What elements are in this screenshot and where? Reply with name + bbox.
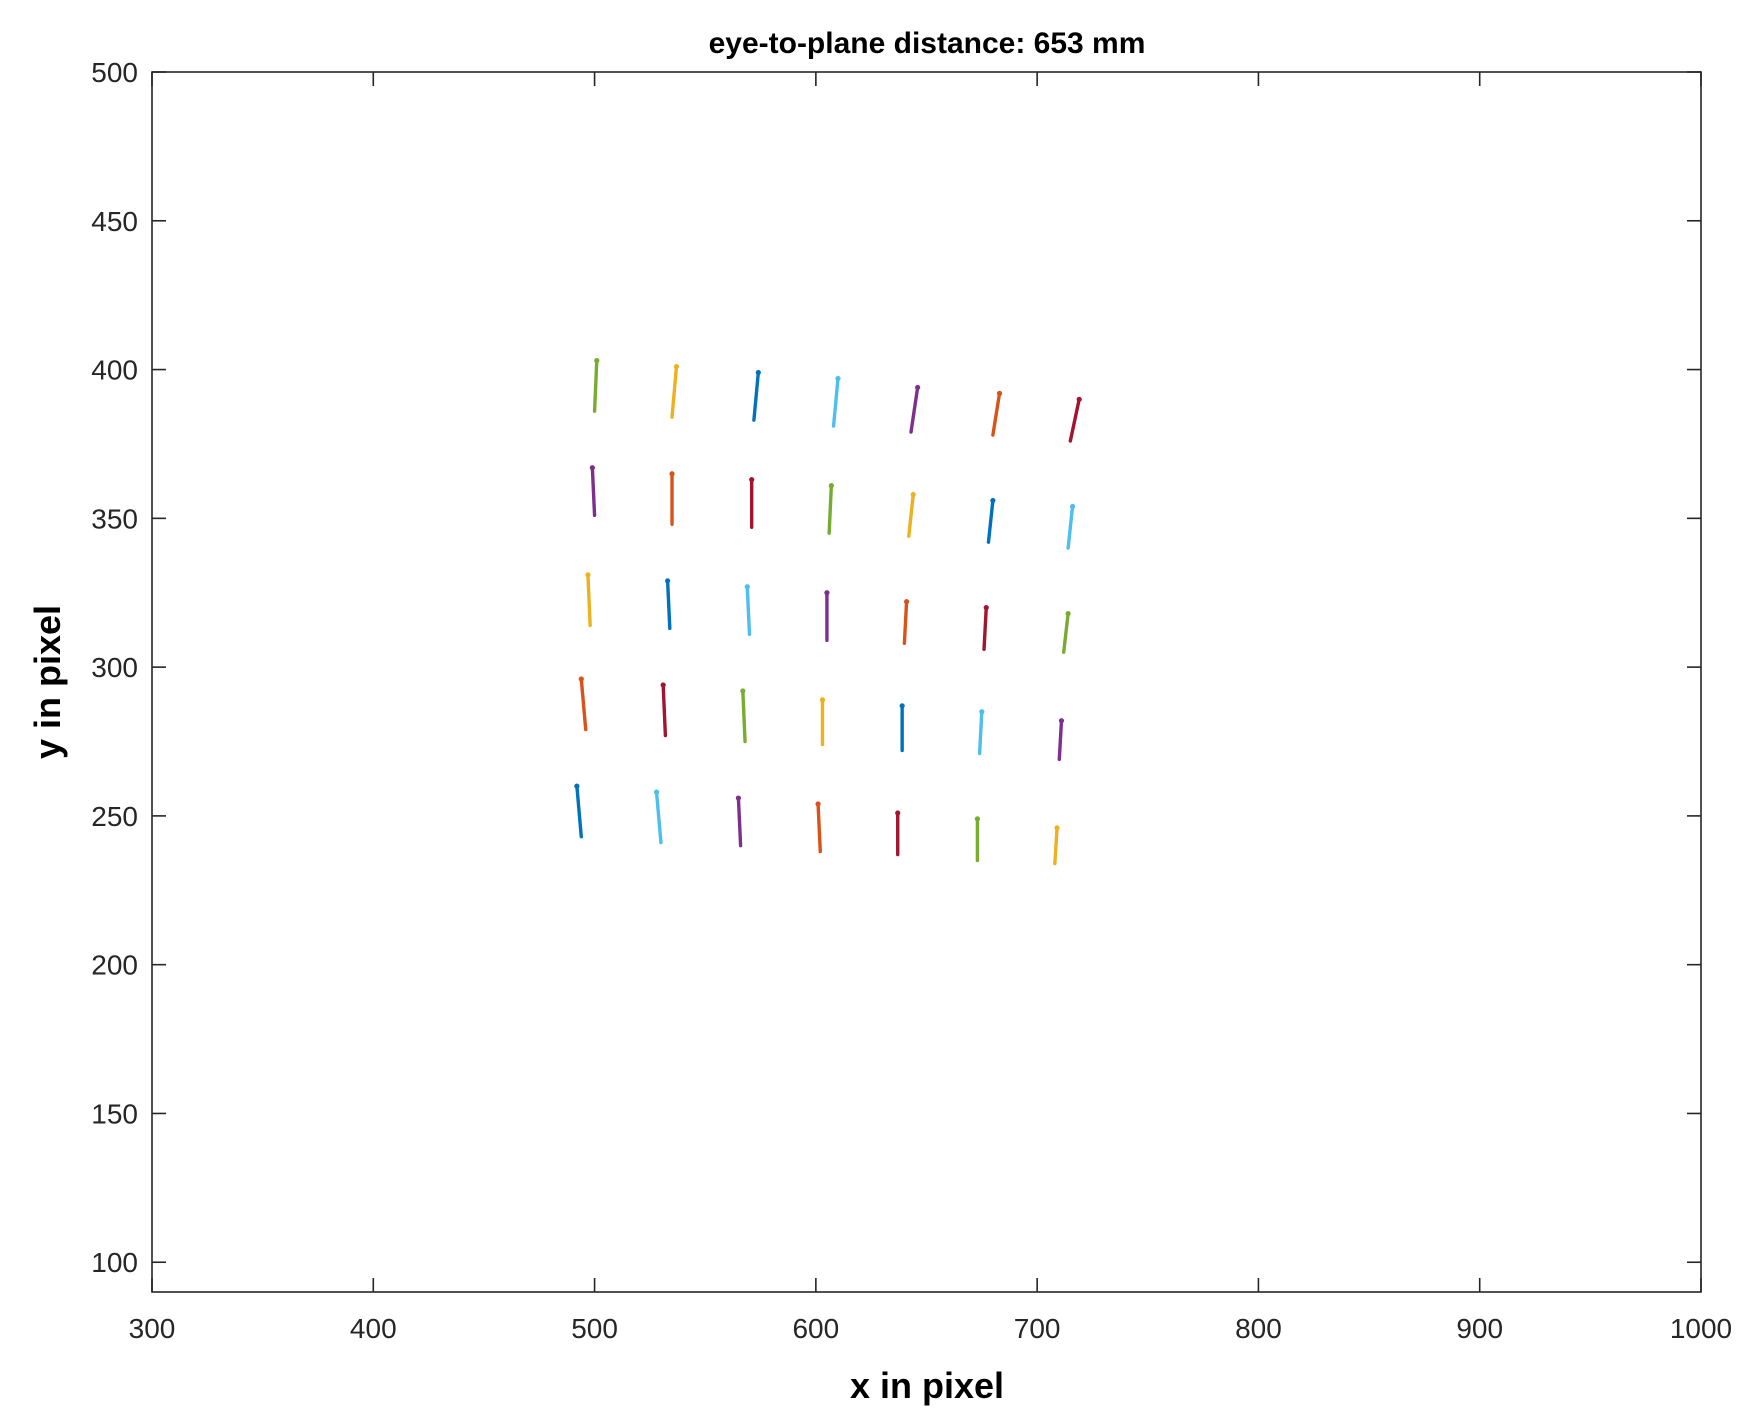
segment-start-point	[815, 801, 821, 807]
data-segment	[665, 579, 672, 631]
segment-start-point	[895, 810, 901, 816]
x-tick-label: 700	[1014, 1313, 1061, 1344]
segment-start-point	[664, 578, 671, 584]
y-axis-ticks	[152, 71, 1701, 1264]
x-tick-label: 500	[571, 1313, 618, 1344]
data-segment	[590, 466, 597, 518]
segment-start-point	[653, 789, 660, 795]
data-segments	[574, 358, 1082, 866]
segment-start-point	[979, 709, 985, 715]
x-tick-label: 1000	[1670, 1313, 1732, 1344]
data-segment	[579, 677, 588, 732]
data-segment	[831, 376, 840, 428]
data-segment	[982, 605, 988, 651]
segment-start-point	[673, 363, 680, 370]
segment-start-point	[740, 688, 746, 694]
segment-start-point	[585, 572, 591, 578]
data-segment	[736, 796, 743, 848]
segment-start-point	[578, 676, 584, 682]
data-segment	[575, 784, 583, 839]
segment-start-point	[828, 483, 834, 489]
data-segment	[1057, 718, 1064, 762]
y-tick-label: 250	[91, 801, 138, 832]
segment-start-point	[910, 491, 916, 498]
segment-start-point	[744, 584, 750, 590]
y-tick-label: 500	[91, 57, 138, 88]
segment-start-point	[824, 590, 830, 596]
chart-title: eye-to-plane distance: 653 mm	[709, 27, 1146, 60]
y-axis-label: y in pixel	[27, 605, 68, 759]
y-tick-label: 150	[91, 1098, 138, 1129]
segment-start-point	[1069, 503, 1076, 510]
data-segment	[902, 599, 909, 646]
segment-start-point	[1054, 825, 1060, 831]
segment-start-point	[1065, 610, 1071, 617]
segment-start-point	[574, 783, 580, 789]
segment-start-point	[660, 682, 666, 688]
segment-start-point	[749, 477, 755, 483]
data-segment	[752, 370, 761, 422]
x-tick-label: 600	[792, 1313, 839, 1344]
data-segment	[827, 483, 834, 535]
segment-start-point	[755, 369, 761, 376]
data-segment	[745, 585, 752, 637]
x-axis-ticks	[151, 72, 1702, 1292]
segment-start-point	[594, 358, 600, 364]
segment-start-point	[589, 465, 595, 471]
segment-start-point	[835, 375, 841, 382]
segment-start-point	[974, 816, 980, 822]
x-axis-tick-labels: 300 400 500 600 700 800 900 1000	[129, 1313, 1733, 1344]
data-segment	[909, 385, 920, 434]
segment-start-point	[1076, 396, 1082, 402]
segment-start-point	[669, 471, 675, 477]
segment-start-point	[996, 390, 1003, 396]
y-tick-label: 400	[91, 355, 138, 386]
data-segment	[1061, 611, 1070, 654]
axes-frame	[151, 71, 1702, 1293]
y-axis-tick-labels: 100 150 200 250 300 350 400 450 500	[91, 57, 138, 1278]
data-segment	[986, 498, 995, 544]
segment-start-point	[819, 697, 826, 703]
x-tick-label: 300	[129, 1313, 176, 1344]
data-segment	[991, 391, 1002, 437]
data-segment	[977, 710, 984, 756]
y-tick-label: 200	[91, 950, 138, 981]
data-segment	[816, 802, 822, 854]
segment-start-point	[903, 599, 910, 605]
x-tick-label: 800	[1235, 1313, 1282, 1344]
data-segment	[907, 492, 915, 538]
data-segment	[661, 683, 668, 738]
data-segment	[592, 358, 599, 413]
x-tick-label: 400	[350, 1313, 397, 1344]
segment-start-point	[915, 384, 921, 391]
data-segment	[741, 689, 747, 744]
x-axis-label: x in pixel	[850, 1365, 1004, 1406]
segment-start-point	[899, 703, 905, 709]
y-tick-label: 300	[91, 652, 138, 683]
data-segment	[1053, 826, 1059, 866]
data-segment	[670, 364, 679, 419]
data-segment	[586, 573, 592, 628]
segment-start-point	[990, 497, 996, 504]
y-tick-label: 450	[91, 206, 138, 237]
segment-start-point	[1058, 718, 1065, 724]
data-segment	[1068, 397, 1081, 443]
y-tick-label: 100	[91, 1247, 138, 1278]
plot-area	[151, 71, 1702, 1293]
y-tick-label: 350	[91, 503, 138, 534]
data-segment	[654, 790, 663, 845]
segment-start-point	[735, 795, 742, 801]
data-segment	[1066, 504, 1075, 550]
x-tick-label: 900	[1456, 1313, 1503, 1344]
segment-start-point	[983, 605, 989, 611]
